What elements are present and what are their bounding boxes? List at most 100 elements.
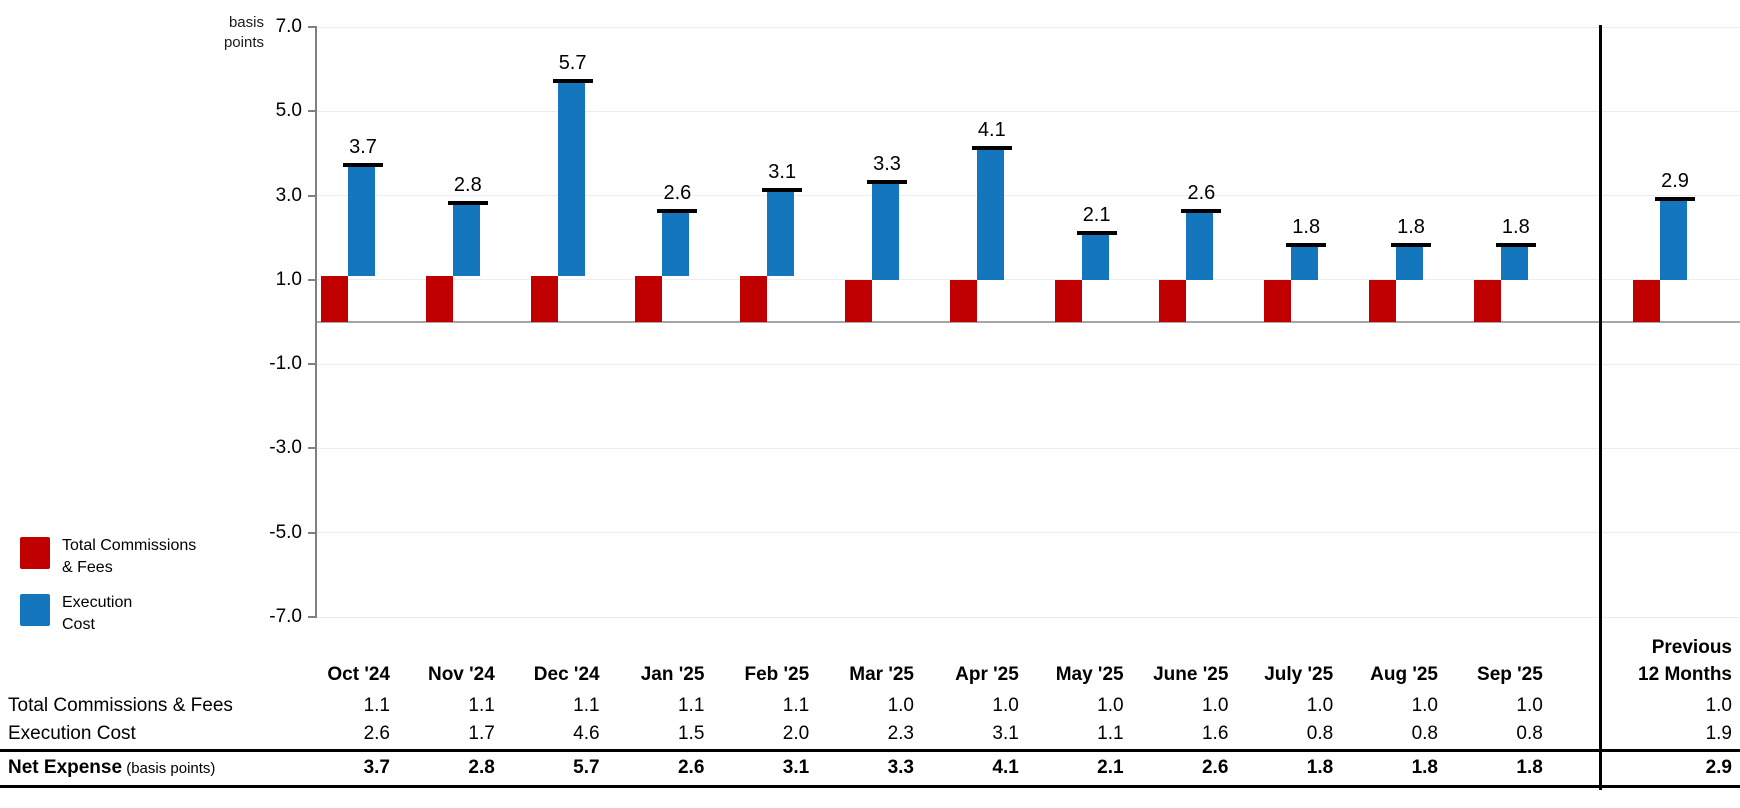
table-col-header: May '25 [1055, 664, 1124, 685]
table-cell: 1.5 [677, 723, 705, 744]
table-cell: 0.8 [1516, 723, 1543, 744]
table-cell: 1.1 [573, 695, 600, 716]
y-axis-tick [308, 447, 317, 450]
bar-total-commissions-fees [635, 275, 663, 322]
table-row-label: Net Expense (basis points) [8, 757, 308, 780]
y-tick-label: 7.0 [275, 16, 302, 37]
legend-label-total-commissions-fees: Total Commissions & Fees [62, 535, 252, 579]
table-cell: 0.8 [1411, 723, 1438, 744]
bar-total-commissions-fees [321, 275, 348, 322]
net-expense-total-cap [343, 163, 383, 168]
table-cell: 2.1 [1097, 757, 1124, 778]
net-expense-value-label: 2.1 [1082, 203, 1111, 226]
y-axis-line [315, 27, 317, 618]
table-cell: 1.0 [992, 695, 1019, 716]
bar-execution-cost [1660, 199, 1687, 280]
table-row-label: Execution Cost [8, 723, 308, 745]
table-cell: 1.0 [1411, 695, 1438, 716]
legend-label-line1: Total Commissions [62, 537, 197, 554]
y-axis-tick [308, 531, 317, 534]
table-cell: 1.9 [1705, 723, 1732, 744]
y-axis-tick [308, 194, 317, 197]
net-expense-total-cap [1076, 230, 1117, 235]
y-tick-label: -3.0 [269, 437, 302, 459]
net-expense-value-label: 1.8 [1397, 216, 1425, 239]
bar-execution-cost [452, 204, 480, 276]
table-cell: 1.1 [363, 695, 390, 716]
table-top-rule [0, 749, 1740, 752]
net-expense-total-cap [657, 209, 698, 214]
legend-label-execution-cost: Execution Cost [62, 592, 252, 636]
bar-execution-cost [767, 191, 795, 276]
table-cell: 1.0 [887, 695, 914, 716]
table-col-header: Sep '25 [1477, 664, 1543, 685]
net-expense-value-label: 3.1 [768, 161, 797, 184]
table-cell: 2.6 [363, 723, 390, 744]
y-axis-tick [308, 110, 317, 113]
table-row-label-text: Execution Cost [8, 723, 136, 744]
table-cell: 1.1 [677, 695, 705, 716]
bar-total-commissions-fees [845, 279, 872, 322]
net-expense-value-label: 2.9 [1661, 169, 1689, 192]
net-expense-total-cap [1391, 243, 1431, 248]
red-swatch-icon [20, 537, 50, 569]
gridline [317, 110, 1740, 112]
net-expense-total-cap [867, 179, 907, 184]
table-cell: 3.1 [992, 723, 1019, 744]
net-expense-value-label: 3.7 [349, 136, 377, 159]
table-cell: 3.7 [363, 757, 390, 778]
table-row-label-suffix: (basis points) [122, 760, 216, 777]
table-cell: 2.0 [782, 723, 810, 744]
table-cell: 1.0 [1201, 695, 1229, 716]
y-axis-tick [308, 26, 317, 28]
net-expense-total-cap [447, 201, 488, 205]
bar-execution-cost [1500, 246, 1528, 280]
y-axis-tick [308, 616, 317, 618]
y-axis-tick [308, 363, 317, 366]
net-expense-value-label: 2.6 [663, 182, 692, 205]
y-tick-label: 3.0 [275, 184, 302, 206]
table-cell: 2.3 [887, 723, 914, 744]
legend-label-line2: Cost [62, 616, 95, 633]
table-cell: 1.8 [1411, 757, 1438, 778]
bar-total-commissions-fees [1264, 279, 1292, 322]
net-expense-total-cap [762, 188, 803, 193]
bar-total-commissions-fees [1369, 279, 1396, 322]
table-col-header: Nov '24 [427, 664, 495, 685]
table-col-header: Oct '24 [327, 664, 390, 685]
table-cell: 1.1 [1097, 723, 1124, 744]
bar-total-commissions-fees [1159, 279, 1187, 322]
net-expense-total-cap [1495, 243, 1536, 248]
gridline [317, 279, 1740, 281]
bar-total-commissions-fees [740, 275, 768, 322]
table-row-label-text: Net Expense [8, 757, 123, 778]
table-cell: 1.0 [1306, 695, 1334, 716]
table-cell: 1.0 [1516, 695, 1543, 716]
y-tick-label: -1.0 [269, 353, 302, 375]
gridline [317, 363, 1740, 365]
table-cell: 1.7 [468, 723, 495, 744]
table-col-header-previous-line1: Previous [1651, 637, 1732, 658]
table-col-header: Jan '25 [640, 664, 705, 685]
bar-execution-cost [662, 212, 690, 276]
table-cell: 1.6 [1201, 723, 1229, 744]
net-expense-value-label: 2.8 [453, 174, 482, 196]
table-cell: 4.6 [573, 723, 600, 744]
table-col-header: Feb '25 [744, 664, 810, 685]
y-axis-title-line1: basis [228, 14, 264, 31]
table-col-header-previous-line2: 12 Months [1638, 664, 1732, 685]
table-cell: 3.1 [782, 757, 810, 778]
table-row-label: Total Commissions & Fees [8, 695, 308, 717]
gridline [317, 616, 1740, 618]
table-cell: 1.0 [1705, 695, 1732, 716]
net-expense-total-cap [1181, 209, 1222, 214]
net-expense-total-cap [1286, 243, 1327, 248]
bar-total-commissions-fees [949, 279, 977, 322]
bar-total-commissions-fees [1054, 279, 1082, 322]
table-cell: 1.8 [1306, 757, 1334, 778]
table-cell: 1.0 [1097, 695, 1124, 716]
table-col-header: Mar '25 [849, 664, 914, 685]
bar-execution-cost [1081, 233, 1109, 280]
